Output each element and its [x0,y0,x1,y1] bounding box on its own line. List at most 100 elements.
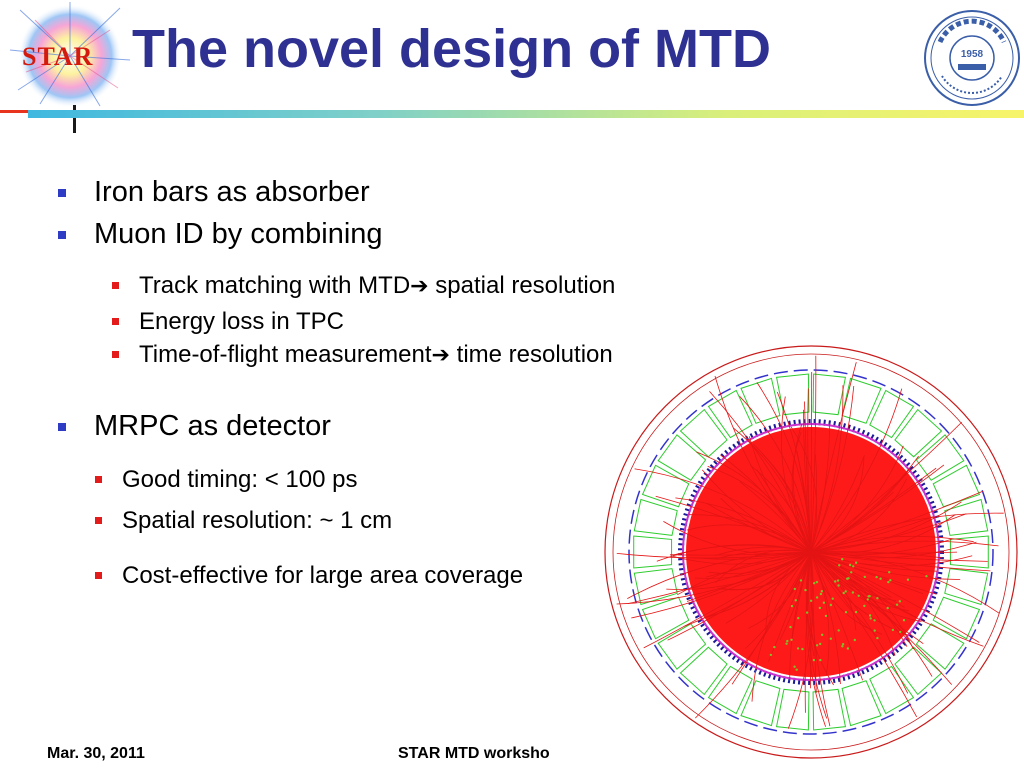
particle-track [701,469,812,553]
hit-point [819,658,822,662]
particle-track [810,551,984,647]
bullet-square-icon [58,423,66,431]
detector-module [932,596,981,640]
hit-point [799,579,803,582]
particle-track [739,396,812,553]
detector-module [641,596,690,640]
particle-track [804,551,812,713]
bullet-square-icon [58,189,66,197]
particle-track [695,551,812,719]
detector-module [841,680,882,727]
bullet-square-icon [95,476,102,483]
bullet-square-icon [112,282,119,289]
sub-bullet-text: Cost-effective for large area coverage [122,562,524,589]
hit-point [818,606,822,610]
detector-module [894,646,943,696]
hit-point [785,642,788,645]
particle-track [768,551,812,663]
hit-point [853,638,856,642]
bullet-mrpc: MRPC as detector [58,410,331,443]
hit-point [837,629,840,632]
particle-track [675,497,812,553]
logo-horizontal-line [0,110,28,113]
detector-module [915,434,965,481]
particle-track [810,551,918,619]
seal-year: 1958 [961,49,984,60]
logo-vertical-line [73,105,76,133]
hit-point [846,577,849,580]
particle-track [705,551,812,578]
detector-module [949,535,989,569]
sub-bullet-text: Time-of-flight measurement [139,341,432,368]
hit-point [829,637,832,640]
hit-point [842,591,845,595]
hit-point [831,597,834,600]
hit-point [822,601,826,604]
sub-bullet-text: Good timing: < 100 ps [122,466,358,493]
hit-point [876,636,879,640]
hit-point [863,604,866,608]
particle-track [810,551,953,685]
particle-track [756,382,812,553]
sub-bullet-text: Spatial resolution: ~ 1 cm [122,507,393,534]
particle-track [810,445,904,553]
particle-track [810,551,863,681]
particle-track [781,396,812,553]
arrow-right-icon: ➔ [431,342,450,367]
bullet-muon-id: Muon ID by combining [58,218,383,251]
detector-module [944,498,989,536]
hit-point [795,668,798,671]
hit-point [790,638,793,641]
particle-track [713,550,812,560]
hit-point [846,647,850,650]
hit-point [841,643,845,646]
sub-bullet-text: Track matching with MTD [139,272,411,299]
detector-module [633,568,678,606]
sub-bullet-good-timing: Good timing: < 100 ps [95,466,358,494]
bullet-square-icon [112,318,119,325]
particle-track [810,551,908,647]
particle-track [810,551,991,572]
footer-date: Mar. 30, 2011 [47,745,145,762]
hit-point [819,642,822,646]
hit-point [773,645,776,649]
hit-point [769,653,773,657]
particle-track [810,501,962,553]
particle-track [709,391,812,553]
detector-module [633,535,673,569]
detector-module [740,377,781,424]
footer-title: STAR MTD worksho [398,745,550,762]
hit-point [895,603,899,606]
particle-track [672,544,812,556]
particle-track [810,551,812,689]
particle-track [731,551,812,685]
sub-bullet-spatial-resolution: Spatial resolution: ~ 1 cm [95,507,393,535]
hit-point [844,611,848,614]
hit-point [813,582,816,585]
particle-track [634,468,812,553]
particle-track [686,551,812,602]
detector-module [775,688,810,731]
particle-track [810,514,956,554]
detector-module [944,568,989,606]
particle-track [627,551,812,599]
detector-module [641,464,690,508]
sub-bullet-energy-loss: Energy loss in TPC [112,308,344,336]
detector-module [869,665,915,715]
bullet-iron-bars: Iron bars as absorber [58,176,370,209]
hit-point [868,595,871,598]
detector-module [932,464,981,508]
hit-point [863,575,866,579]
detector-module [679,646,728,696]
particle-track [810,388,903,553]
particle-track [627,551,812,604]
sub-bullet-cost-effective: Cost-effective for large area coverage [95,562,524,590]
particle-track [810,551,857,631]
particle-track [748,436,812,553]
particle-track [810,551,958,554]
hit-point [812,658,816,662]
hit-point [869,617,872,620]
detector-module [657,623,707,670]
hit-point [891,628,895,632]
